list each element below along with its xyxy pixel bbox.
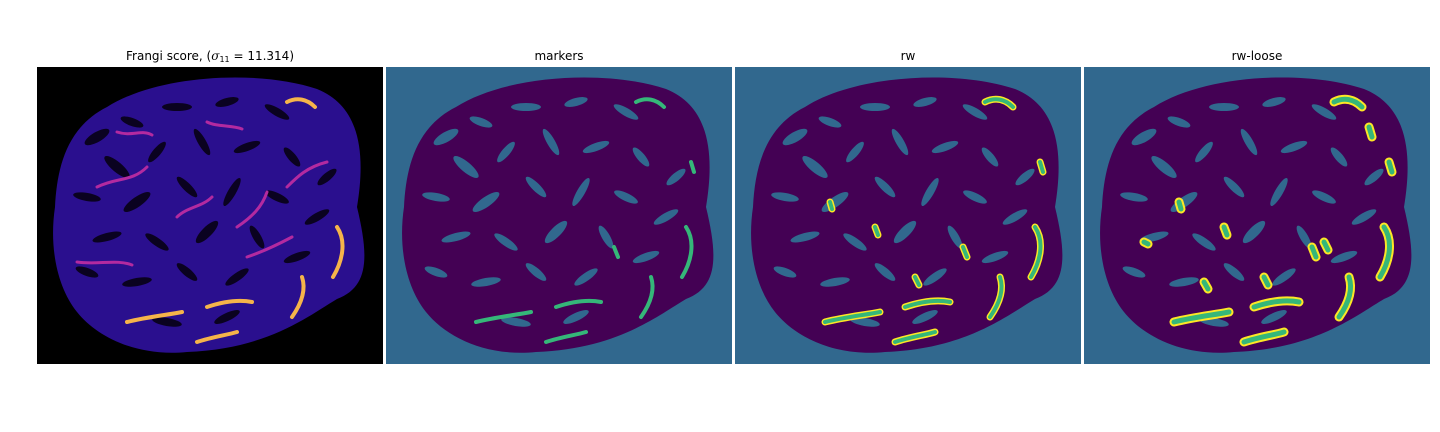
rw-loose-image [1084,67,1430,364]
rw-loose-labels [1139,94,1397,347]
rw-svg [735,67,1081,364]
markers-image [386,67,732,364]
markers-svg [386,67,732,364]
frangi-highlights [125,97,345,344]
rw-fill [823,97,1045,344]
frangi-score-title: Frangi score, (σ11 = 11.314) [126,49,294,64]
rw-loose-title: rw-loose [1231,49,1283,63]
markers-holes [422,97,686,327]
frangi-score-svg [37,67,383,364]
rw-title: rw [900,49,916,63]
frangi-ridges [75,120,329,267]
frangi-score-image [37,67,383,364]
rw-image [735,67,1081,364]
markers-segments [474,97,696,344]
rw-loose-svg [1084,67,1430,364]
rw-labels [821,95,1047,346]
rw-holes [771,97,1035,327]
frangi-holes [73,97,337,327]
markers-title: markers [534,49,584,63]
rw-loose-fill [1141,96,1395,345]
rw-loose-holes [1120,97,1384,327]
